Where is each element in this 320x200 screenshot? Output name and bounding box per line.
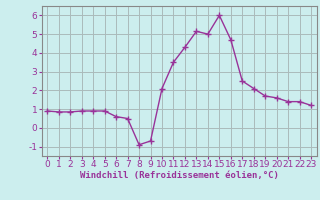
X-axis label: Windchill (Refroidissement éolien,°C): Windchill (Refroidissement éolien,°C): [80, 171, 279, 180]
